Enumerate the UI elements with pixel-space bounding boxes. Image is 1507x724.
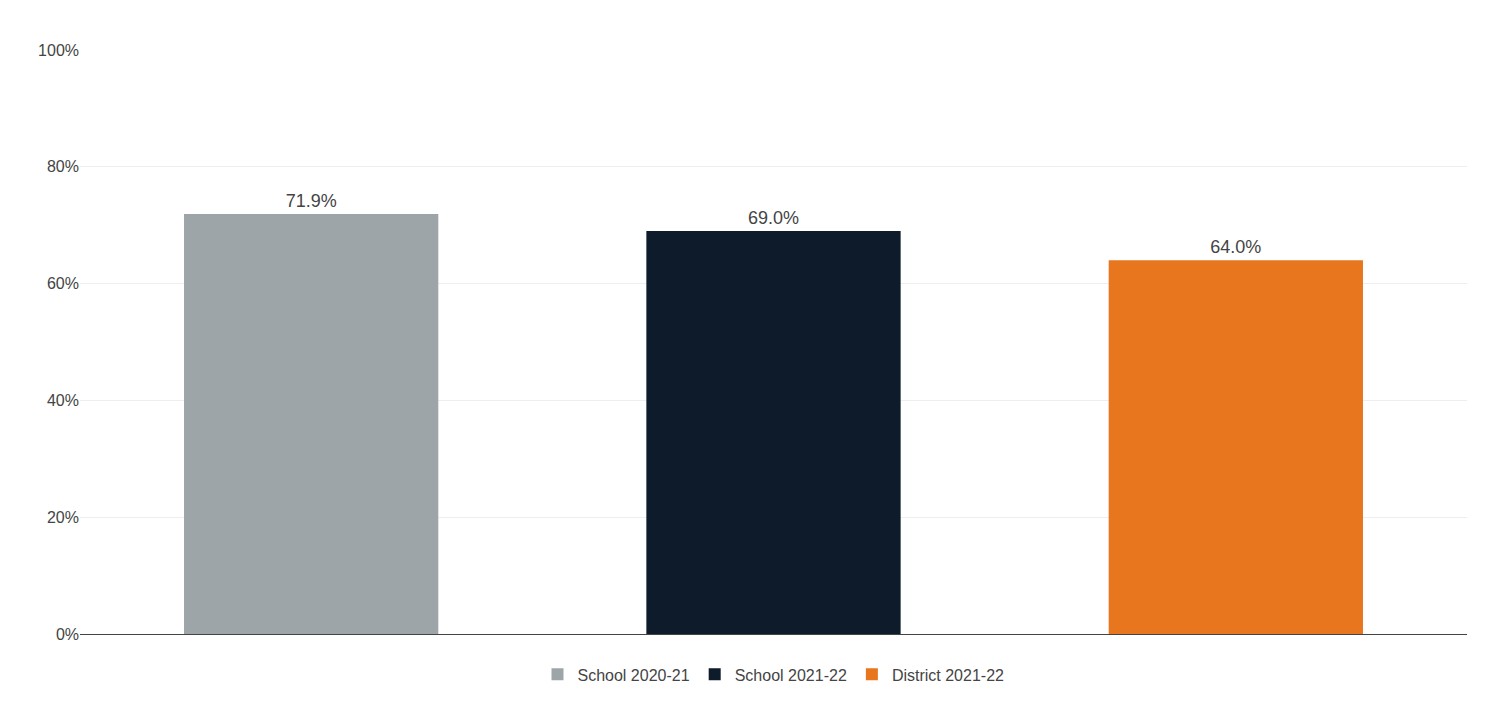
svg-text:District 2021-22: District 2021-22 <box>892 667 1004 684</box>
svg-text:71.9%: 71.9% <box>286 191 337 211</box>
svg-text:80%: 80% <box>47 158 79 175</box>
svg-text:60%: 60% <box>47 275 79 292</box>
svg-text:School 2021-22: School 2021-22 <box>735 667 847 684</box>
svg-text:20%: 20% <box>47 509 79 526</box>
svg-text:School 2020-21: School 2020-21 <box>578 667 690 684</box>
svg-text:100%: 100% <box>38 42 79 59</box>
svg-text:69.0%: 69.0% <box>748 208 799 228</box>
svg-text:40%: 40% <box>47 392 79 409</box>
svg-text:0%: 0% <box>56 626 79 643</box>
svg-text:64.0%: 64.0% <box>1210 237 1261 257</box>
